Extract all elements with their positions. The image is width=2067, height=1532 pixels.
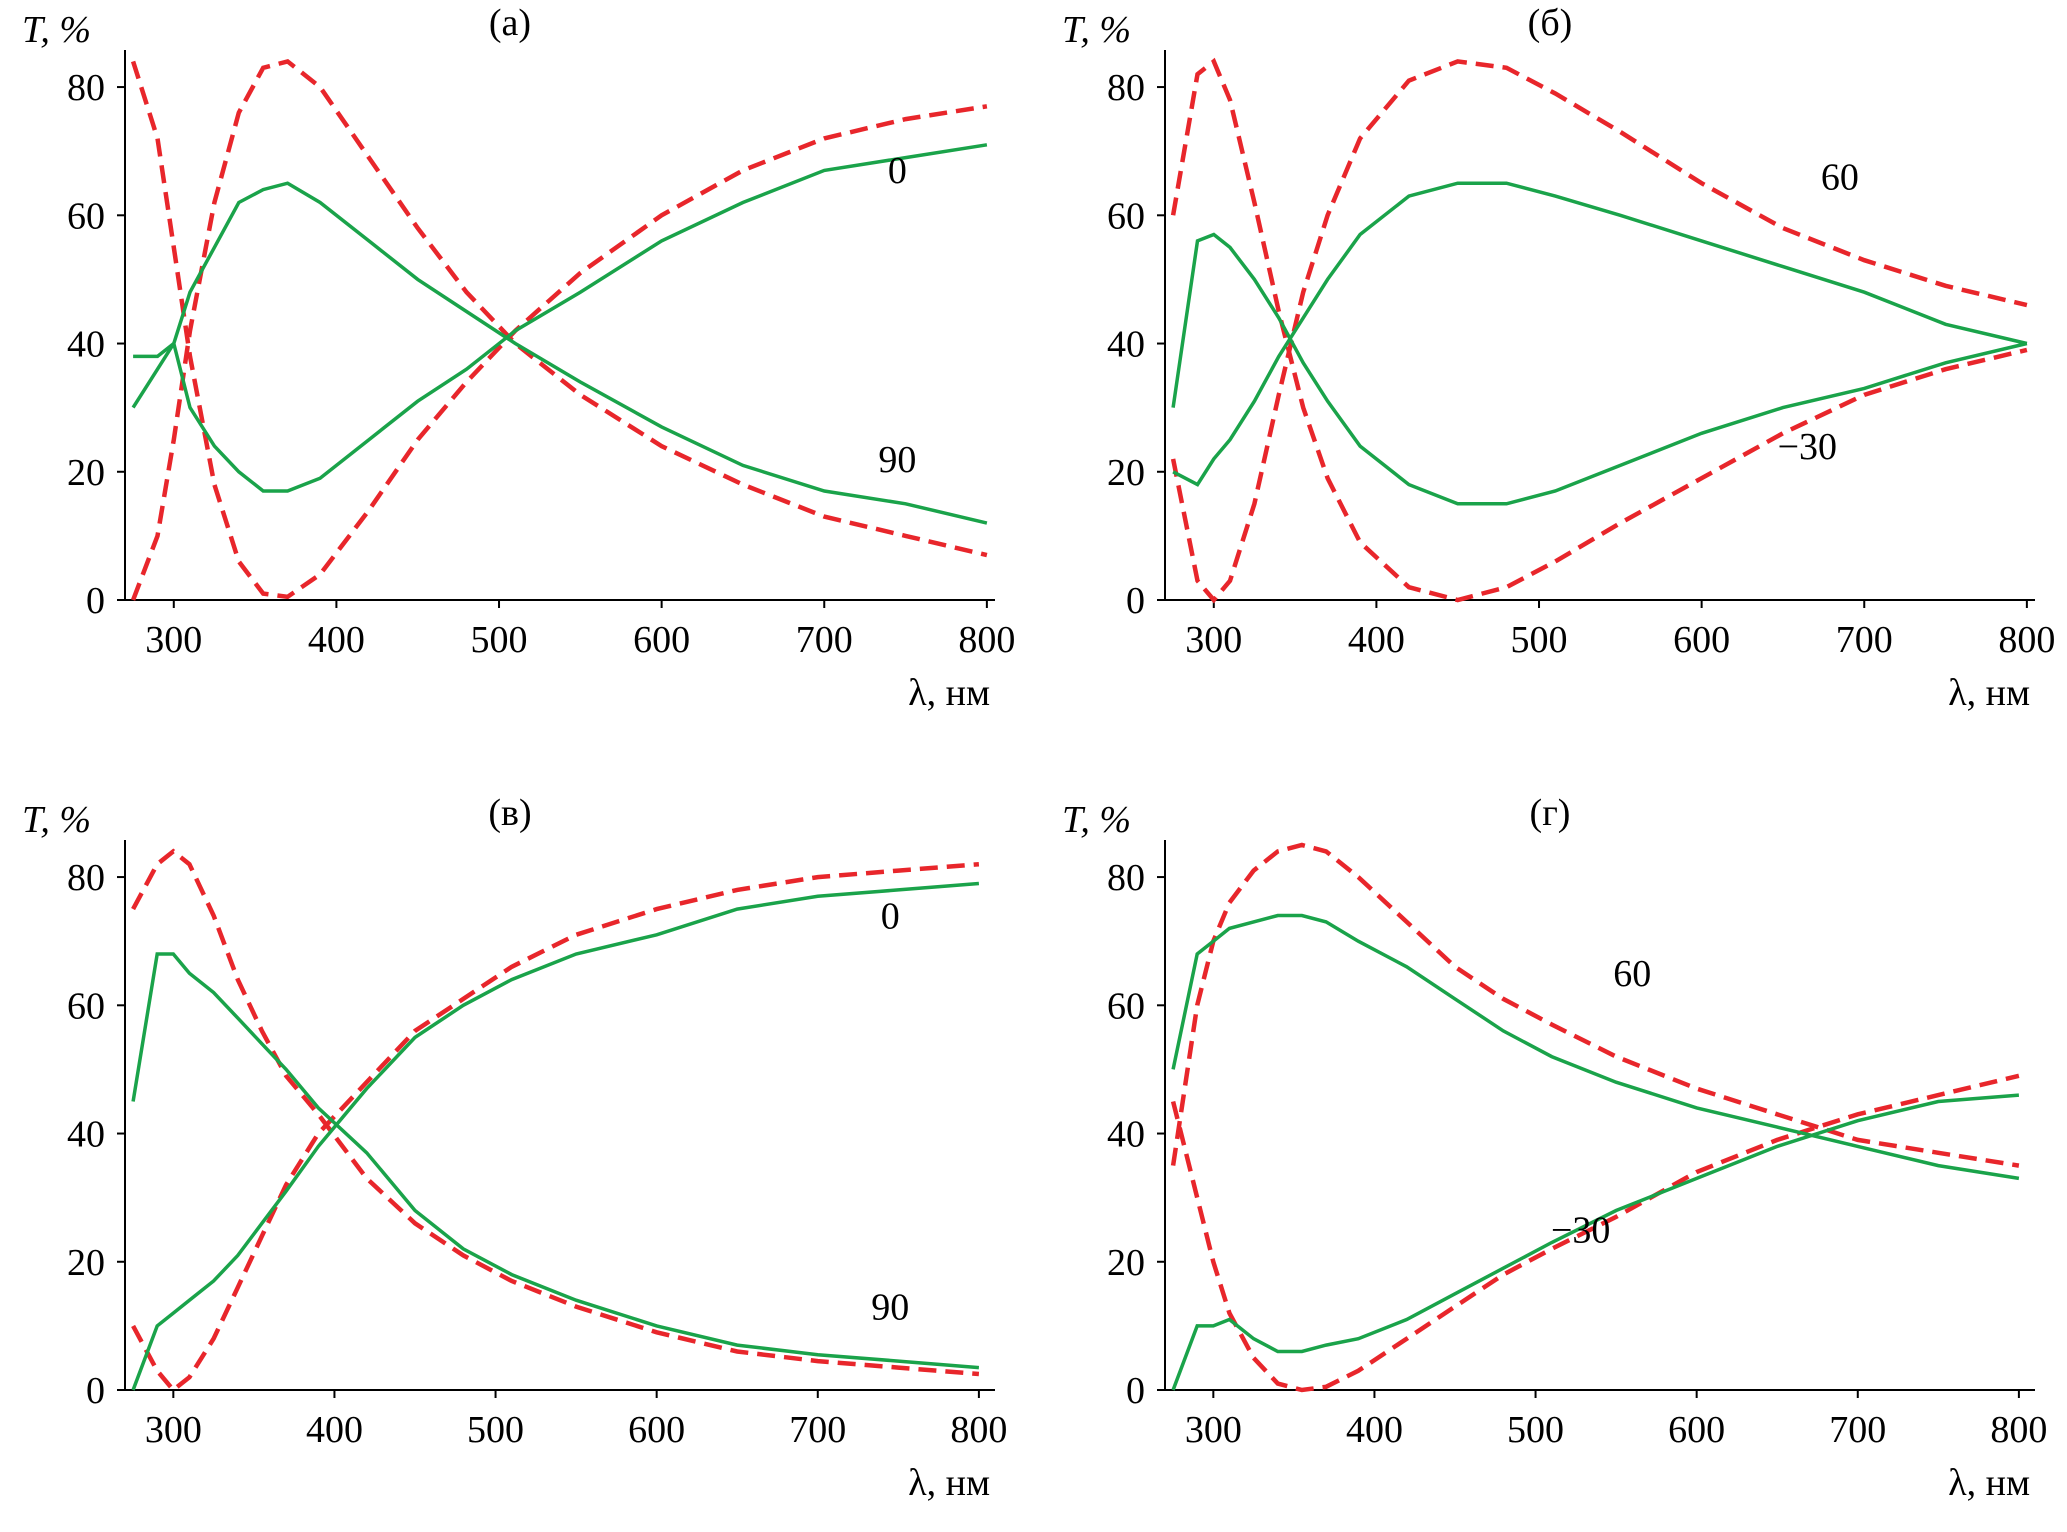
x-axis-label: λ, нм (1948, 672, 2030, 714)
y-tick-label: 20 (67, 452, 105, 494)
x-tick-label: 800 (950, 1409, 1007, 1451)
y-tick-label: 40 (1107, 1114, 1145, 1156)
series-line (1171, 913, 2020, 1181)
series-line (1171, 1093, 2020, 1391)
series-line (1170, 1073, 2020, 1393)
chart-title: (б) (1528, 2, 1573, 44)
x-tick-label: 600 (1668, 1409, 1725, 1451)
x-tick-label: 500 (1511, 619, 1568, 661)
series-line (130, 60, 988, 600)
y-tick-label: 20 (1107, 452, 1145, 494)
series-line (131, 952, 980, 1370)
y-tick-label: 20 (1107, 1242, 1145, 1284)
x-tick-label: 800 (1998, 619, 2055, 661)
chart-title: (а) (489, 2, 531, 44)
annotation: −30 (1551, 1210, 1610, 1252)
annotation: 60 (1821, 157, 1859, 199)
x-tick-label: 400 (308, 619, 365, 661)
x-tick-label: 300 (145, 619, 202, 661)
x-tick-label: 700 (789, 1409, 846, 1451)
y-tick-label: 40 (1107, 324, 1145, 366)
annotation: −30 (1778, 426, 1837, 468)
series-line (131, 881, 980, 1391)
series-line (133, 181, 988, 525)
annotation: 60 (1613, 953, 1651, 995)
chart-title: (в) (488, 792, 531, 834)
y-tick-label: 0 (86, 580, 105, 622)
y-tick-label: 80 (67, 857, 105, 899)
x-tick-label: 300 (1185, 619, 1242, 661)
y-tick-label: 60 (67, 985, 105, 1027)
x-tick-label: 300 (1185, 1409, 1242, 1451)
annotation: 0 (888, 150, 907, 192)
series-line (1170, 842, 2020, 1168)
x-tick-label: 600 (1673, 619, 1730, 661)
x-tick-label: 300 (145, 1409, 202, 1451)
y-tick-label: 80 (1107, 67, 1145, 109)
x-tick-label: 500 (1507, 1409, 1564, 1451)
x-tick-label: 800 (1990, 1409, 2047, 1451)
y-axis-label: T, % (22, 799, 91, 841)
series-line (131, 861, 980, 1394)
y-axis-label: T, % (22, 9, 91, 51)
y-axis-label: T, % (1062, 799, 1131, 841)
x-axis-label: λ, нм (908, 1462, 990, 1504)
series-line (1172, 181, 2028, 487)
y-tick-label: 20 (67, 1242, 105, 1284)
x-tick-label: 500 (467, 1409, 524, 1451)
x-axis-label: λ, нм (908, 672, 990, 714)
series-line (131, 848, 980, 1377)
x-tick-label: 400 (1346, 1409, 1403, 1451)
y-tick-label: 0 (86, 1370, 105, 1412)
y-tick-label: 60 (67, 195, 105, 237)
x-tick-label: 600 (633, 619, 690, 661)
y-tick-label: 80 (1107, 857, 1145, 899)
x-tick-label: 800 (958, 619, 1015, 661)
x-tick-label: 600 (628, 1409, 685, 1451)
series-line (130, 58, 988, 601)
series-line (1170, 57, 2028, 603)
y-tick-label: 80 (67, 67, 105, 109)
x-tick-label: 700 (796, 619, 853, 661)
annotation: 90 (871, 1286, 909, 1328)
series-line (131, 143, 988, 493)
x-tick-label: 500 (471, 619, 528, 661)
y-axis-label: T, % (1062, 9, 1131, 51)
series-line (1171, 232, 2028, 506)
x-axis-label: λ, нм (1948, 1462, 2030, 1504)
annotation: 90 (878, 439, 916, 481)
y-tick-label: 0 (1126, 580, 1145, 622)
series-line (1170, 59, 2028, 604)
x-tick-label: 700 (1836, 619, 1893, 661)
y-tick-label: 60 (1107, 195, 1145, 237)
y-tick-label: 60 (1107, 985, 1145, 1027)
annotation: 0 (881, 895, 900, 937)
chart-title: (г) (1530, 792, 1571, 834)
x-tick-label: 700 (1829, 1409, 1886, 1451)
y-tick-label: 0 (1126, 1370, 1145, 1412)
y-tick-label: 40 (67, 1114, 105, 1156)
x-tick-label: 400 (306, 1409, 363, 1451)
y-tick-label: 40 (67, 324, 105, 366)
x-tick-label: 400 (1348, 619, 1405, 661)
